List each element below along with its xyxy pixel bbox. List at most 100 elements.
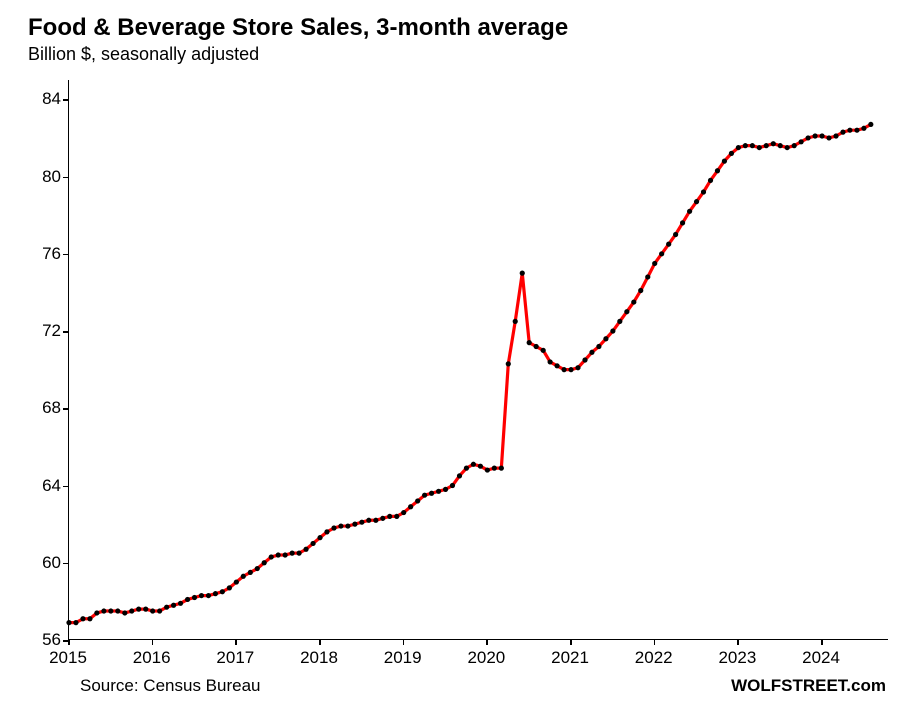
chart-container: Food & Beverage Store Sales, 3-month ave… bbox=[0, 0, 916, 711]
x-tick-label: 2024 bbox=[802, 648, 840, 668]
x-tick-label: 2020 bbox=[467, 648, 505, 668]
y-tick-mark bbox=[63, 408, 68, 410]
data-marker bbox=[785, 145, 790, 150]
y-tick-mark bbox=[63, 563, 68, 565]
x-tick-mark bbox=[486, 640, 488, 645]
data-marker bbox=[813, 133, 818, 138]
data-marker bbox=[150, 608, 155, 613]
brand-label: WOLFSTREET.com bbox=[731, 676, 886, 696]
y-tick-label: 60 bbox=[21, 553, 61, 573]
data-marker bbox=[478, 464, 483, 469]
x-tick-label: 2023 bbox=[718, 648, 756, 668]
data-marker bbox=[492, 466, 497, 471]
data-marker bbox=[833, 133, 838, 138]
data-marker bbox=[345, 523, 350, 528]
data-marker bbox=[87, 616, 92, 621]
y-tick-mark bbox=[63, 177, 68, 179]
data-marker bbox=[331, 525, 336, 530]
x-tick-label: 2018 bbox=[300, 648, 338, 668]
data-marker bbox=[638, 288, 643, 293]
x-tick-label: 2022 bbox=[635, 648, 673, 668]
data-marker bbox=[73, 620, 78, 625]
x-tick-mark bbox=[570, 640, 572, 645]
data-marker bbox=[317, 535, 322, 540]
data-marker bbox=[799, 139, 804, 144]
x-tick-label: 2015 bbox=[49, 648, 87, 668]
data-marker bbox=[499, 466, 504, 471]
data-marker bbox=[206, 593, 211, 598]
data-marker bbox=[694, 199, 699, 204]
data-marker bbox=[429, 491, 434, 496]
data-marker bbox=[534, 344, 539, 349]
x-tick-mark bbox=[68, 640, 70, 645]
x-tick-mark bbox=[821, 640, 823, 645]
data-marker bbox=[645, 274, 650, 279]
data-marker bbox=[450, 483, 455, 488]
data-marker bbox=[394, 514, 399, 519]
data-marker bbox=[122, 610, 127, 615]
data-marker bbox=[805, 135, 810, 140]
x-tick-label: 2019 bbox=[384, 648, 422, 668]
data-marker bbox=[436, 489, 441, 494]
data-marker bbox=[248, 570, 253, 575]
data-marker bbox=[338, 523, 343, 528]
data-marker bbox=[310, 541, 315, 546]
data-marker bbox=[513, 319, 518, 324]
y-tick-label: 68 bbox=[21, 398, 61, 418]
data-marker bbox=[506, 361, 511, 366]
data-marker bbox=[471, 462, 476, 467]
data-marker bbox=[847, 128, 852, 133]
chart-title: Food & Beverage Store Sales, 3-month ave… bbox=[28, 14, 568, 42]
data-marker bbox=[485, 467, 490, 472]
data-marker bbox=[178, 601, 183, 606]
data-marker bbox=[548, 359, 553, 364]
x-tick-mark bbox=[319, 640, 321, 645]
data-marker bbox=[854, 128, 859, 133]
data-marker bbox=[387, 514, 392, 519]
data-marker bbox=[115, 608, 120, 613]
data-marker bbox=[66, 620, 71, 625]
data-marker bbox=[652, 261, 657, 266]
data-marker bbox=[562, 367, 567, 372]
data-marker bbox=[819, 133, 824, 138]
data-marker bbox=[840, 130, 845, 135]
data-marker bbox=[792, 143, 797, 148]
data-marker bbox=[680, 220, 685, 225]
data-marker bbox=[757, 145, 762, 150]
data-marker bbox=[297, 551, 302, 556]
plot-area bbox=[68, 80, 888, 640]
data-marker bbox=[631, 299, 636, 304]
data-marker bbox=[136, 607, 141, 612]
y-tick-label: 56 bbox=[21, 630, 61, 650]
data-marker bbox=[464, 466, 469, 471]
x-tick-label: 2021 bbox=[551, 648, 589, 668]
x-tick-mark bbox=[152, 640, 154, 645]
data-marker bbox=[610, 328, 615, 333]
x-tick-mark bbox=[235, 640, 237, 645]
data-marker bbox=[443, 487, 448, 492]
data-marker bbox=[199, 593, 204, 598]
y-tick-label: 72 bbox=[21, 321, 61, 341]
data-marker bbox=[262, 560, 267, 565]
data-marker bbox=[359, 520, 364, 525]
data-marker bbox=[269, 554, 274, 559]
data-marker bbox=[373, 518, 378, 523]
data-marker bbox=[554, 363, 559, 368]
data-marker bbox=[673, 232, 678, 237]
chart-svg bbox=[69, 80, 889, 640]
data-marker bbox=[750, 143, 755, 148]
y-tick-label: 80 bbox=[21, 167, 61, 187]
data-marker bbox=[220, 589, 225, 594]
data-marker bbox=[687, 209, 692, 214]
y-tick-label: 84 bbox=[21, 89, 61, 109]
data-marker bbox=[624, 309, 629, 314]
data-marker bbox=[527, 340, 532, 345]
y-tick-mark bbox=[63, 99, 68, 101]
data-marker bbox=[129, 608, 134, 613]
data-marker bbox=[764, 143, 769, 148]
x-tick-label: 2016 bbox=[133, 648, 171, 668]
data-marker bbox=[234, 579, 239, 584]
data-line bbox=[69, 124, 871, 622]
data-marker bbox=[582, 357, 587, 362]
chart-subtitle: Billion $, seasonally adjusted bbox=[28, 44, 259, 65]
